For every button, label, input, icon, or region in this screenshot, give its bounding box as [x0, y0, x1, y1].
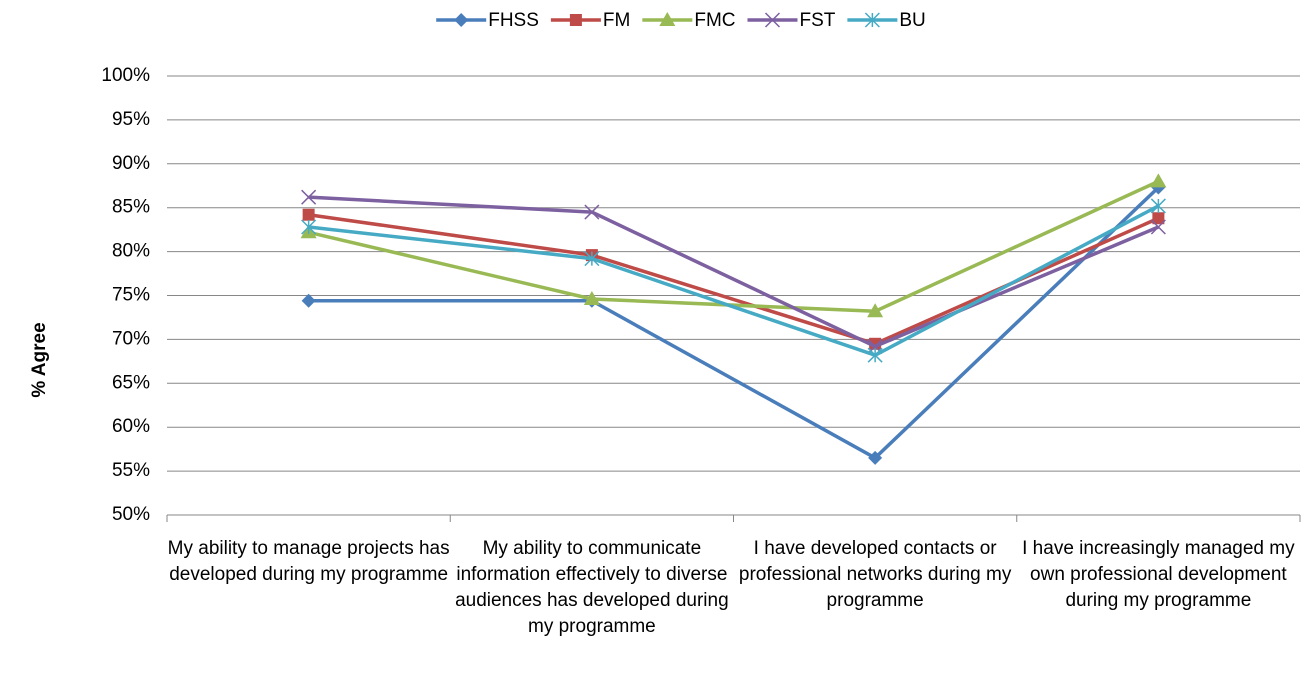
series-line — [308, 204, 1160, 357]
marker — [569, 14, 582, 26]
legend-label: FMC — [694, 10, 735, 31]
series-line — [308, 179, 1160, 314]
marker — [764, 12, 781, 28]
y-axis-label: % Agree — [29, 322, 50, 397]
marker — [868, 450, 883, 465]
marker — [584, 204, 600, 220]
y-tick-label: 90% — [112, 153, 150, 174]
x-tick-label: I have developed contacts or professiona… — [738, 538, 1012, 611]
marker — [864, 12, 880, 28]
y-tick-label: 55% — [112, 460, 150, 481]
legend: FHSS FM FMC FST BU — [436, 10, 926, 31]
legend-label: FHSS — [488, 10, 539, 31]
marker — [301, 293, 316, 308]
marker — [1150, 219, 1166, 235]
y-tick-label: 70% — [112, 328, 150, 349]
legend-label: FST — [799, 10, 835, 31]
y-tick-label: 50% — [112, 504, 150, 525]
legend-label: FM — [603, 10, 630, 31]
series-line — [308, 195, 1160, 349]
series-line — [308, 186, 1160, 460]
y-tick-label: 65% — [112, 372, 150, 393]
y-tick-label: 85% — [112, 197, 150, 218]
x-tick-label: My ability to communicate information ef… — [455, 538, 729, 637]
marker — [583, 291, 600, 306]
series — [301, 189, 1166, 354]
x-tick-label: My ability to manage projects has develo… — [167, 538, 450, 585]
marker — [454, 13, 469, 27]
y-tick-label: 75% — [112, 285, 150, 306]
marker — [659, 12, 676, 26]
marker — [302, 208, 315, 221]
y-tick-label: 80% — [112, 241, 150, 262]
marker — [301, 219, 317, 235]
marker — [867, 303, 884, 318]
marker — [867, 347, 883, 363]
marker — [1150, 198, 1166, 214]
y-tick-label: 95% — [112, 109, 150, 130]
marker — [301, 189, 317, 205]
x-tick-label: I have increasingly managed my own profe… — [1022, 538, 1295, 611]
legend-label: BU — [899, 10, 925, 31]
y-tick-label: 60% — [112, 416, 150, 437]
series — [301, 198, 1166, 363]
marker — [1150, 173, 1167, 188]
marker — [584, 251, 600, 267]
series — [301, 180, 1166, 465]
y-tick-label: 100% — [101, 65, 150, 86]
marker — [1152, 212, 1165, 225]
